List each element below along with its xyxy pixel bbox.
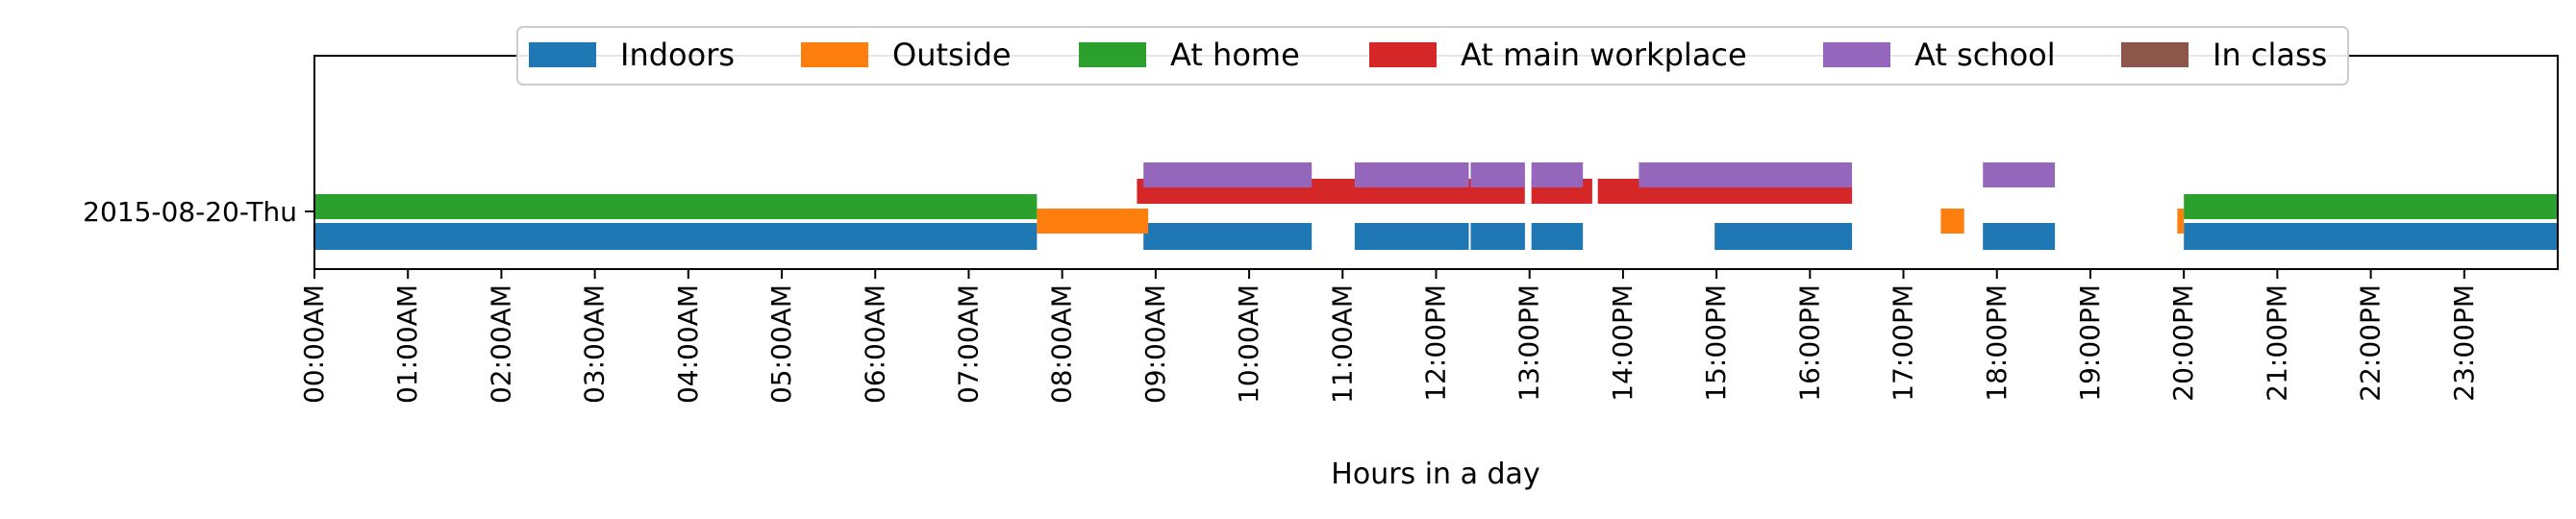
x-tick-label: 22:00PM — [2355, 284, 2387, 402]
x-tick-label: 04:00AM — [672, 284, 704, 404]
x-tick-label: 19:00PM — [2074, 284, 2106, 402]
bar-outside-2 — [2177, 209, 2185, 234]
bar-at-school-0 — [1143, 162, 1313, 187]
bar-indoors-0 — [314, 223, 1038, 250]
legend-label-at-home: At home — [1170, 37, 1300, 73]
x-tick-label: 18:00PM — [1981, 284, 2013, 402]
x-tick-label: 01:00AM — [391, 284, 423, 404]
bar-at-home-1 — [2184, 194, 2558, 219]
x-tick-label: 03:00AM — [579, 284, 611, 404]
bar-indoors-2 — [1354, 223, 1469, 250]
bar-at-home-0 — [314, 194, 1038, 219]
legend-swatch-in-class — [2121, 42, 2188, 67]
x-tick-label: 14:00PM — [1607, 284, 1638, 402]
bar-at-school-1 — [1354, 162, 1469, 187]
bar-indoors-5 — [1714, 223, 1853, 250]
x-tick-label: 06:00AM — [859, 284, 890, 404]
x-tick-label: 05:00AM — [765, 284, 797, 404]
legend: Indoors Outside At home At main workplace At… — [516, 26, 2349, 86]
bar-indoors-6 — [1983, 223, 2056, 250]
x-tick-label: 17:00PM — [1888, 284, 1919, 402]
legend-label-outside: Outside — [892, 37, 1012, 73]
legend-label-in-class: In class — [2213, 37, 2327, 73]
bar-at-school-5 — [1983, 162, 2056, 187]
x-tick-label: 23:00PM — [2448, 284, 2480, 402]
x-tick-label: 11:00AM — [1326, 284, 1358, 404]
legend-label-indoors: Indoors — [620, 37, 735, 73]
legend-swatch-at-main-workplace — [1369, 42, 1437, 67]
bars-layer — [314, 162, 2558, 250]
legend-label-at-main-workplace: At main workplace — [1461, 37, 1747, 73]
x-tick-label: 09:00AM — [1139, 284, 1171, 404]
bar-at-school-2 — [1470, 162, 1525, 187]
x-tick-label: 12:00PM — [1420, 284, 1452, 402]
legend-swatch-outside — [801, 42, 868, 67]
x-tick-label: 07:00AM — [952, 284, 984, 404]
bar-at-school-4 — [1638, 162, 1852, 187]
x-tick-label: 20:00PM — [2167, 284, 2199, 402]
x-tick-label: 15:00PM — [1700, 284, 1732, 402]
y-axis: 2015-08-20-Thu — [83, 196, 314, 228]
x-tick-label: 10:00AM — [1233, 284, 1264, 404]
x-axis: 00:00AM 01:00AM 02:00AM 03:00AM 04:00AM 05:00… — [298, 269, 2480, 404]
x-tick-label: 08:00AM — [1046, 284, 1078, 404]
x-tick-label: 16:00PM — [1793, 284, 1825, 402]
y-tick-label: 2015-08-20-Thu — [83, 196, 297, 228]
x-tick-label: 13:00PM — [1513, 284, 1545, 402]
legend-swatch-at-home — [1079, 42, 1146, 67]
x-tick-label: 02:00AM — [485, 284, 516, 404]
bar-at-school-3 — [1531, 162, 1584, 187]
bar-outside-0 — [1037, 209, 1149, 234]
bar-outside-1 — [1940, 209, 1964, 234]
bar-indoors-4 — [1531, 223, 1584, 250]
x-tick-label: 00:00AM — [298, 284, 330, 404]
legend-swatch-indoors — [529, 42, 596, 67]
bar-indoors-1 — [1143, 223, 1313, 250]
legend-label-at-school: At school — [1914, 37, 2056, 73]
x-tick-label: 21:00PM — [2261, 284, 2292, 402]
bar-indoors-7 — [2184, 223, 2558, 250]
x-axis-label: Hours in a day — [1331, 457, 1539, 491]
bar-indoors-3 — [1470, 223, 1525, 250]
legend-swatch-at-school — [1823, 42, 1890, 67]
